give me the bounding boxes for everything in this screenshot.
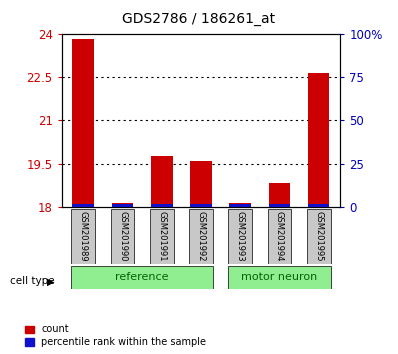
Bar xyxy=(269,183,290,207)
Bar xyxy=(269,204,290,207)
Text: reference: reference xyxy=(115,272,169,282)
FancyBboxPatch shape xyxy=(150,209,174,264)
Text: GSM201993: GSM201993 xyxy=(236,211,245,262)
Text: GSM201991: GSM201991 xyxy=(157,211,166,262)
Bar xyxy=(72,204,94,207)
FancyBboxPatch shape xyxy=(189,209,213,264)
Text: cell type: cell type xyxy=(10,276,55,286)
Bar xyxy=(151,156,173,207)
Bar xyxy=(308,73,330,207)
FancyBboxPatch shape xyxy=(228,266,331,289)
Bar xyxy=(72,39,94,207)
FancyBboxPatch shape xyxy=(267,209,291,264)
Text: motor neuron: motor neuron xyxy=(241,272,318,282)
Text: GSM201990: GSM201990 xyxy=(118,211,127,262)
Text: GDS2786 / 186261_at: GDS2786 / 186261_at xyxy=(123,12,275,27)
Text: GSM201995: GSM201995 xyxy=(314,211,323,262)
FancyBboxPatch shape xyxy=(111,209,135,264)
Legend: count, percentile rank within the sample: count, percentile rank within the sample xyxy=(25,325,206,347)
Text: GSM201994: GSM201994 xyxy=(275,211,284,262)
Bar xyxy=(151,204,173,207)
Text: GSM201992: GSM201992 xyxy=(197,211,205,262)
Bar xyxy=(190,161,212,207)
FancyBboxPatch shape xyxy=(71,266,213,289)
FancyBboxPatch shape xyxy=(71,209,95,264)
Bar xyxy=(112,203,133,207)
Text: ▶: ▶ xyxy=(47,276,55,286)
Bar xyxy=(112,204,133,207)
FancyBboxPatch shape xyxy=(307,209,331,264)
Bar xyxy=(229,203,251,207)
FancyBboxPatch shape xyxy=(228,209,252,264)
Bar xyxy=(308,204,330,207)
Text: GSM201989: GSM201989 xyxy=(79,211,88,262)
Bar xyxy=(229,204,251,207)
Bar xyxy=(190,204,212,207)
